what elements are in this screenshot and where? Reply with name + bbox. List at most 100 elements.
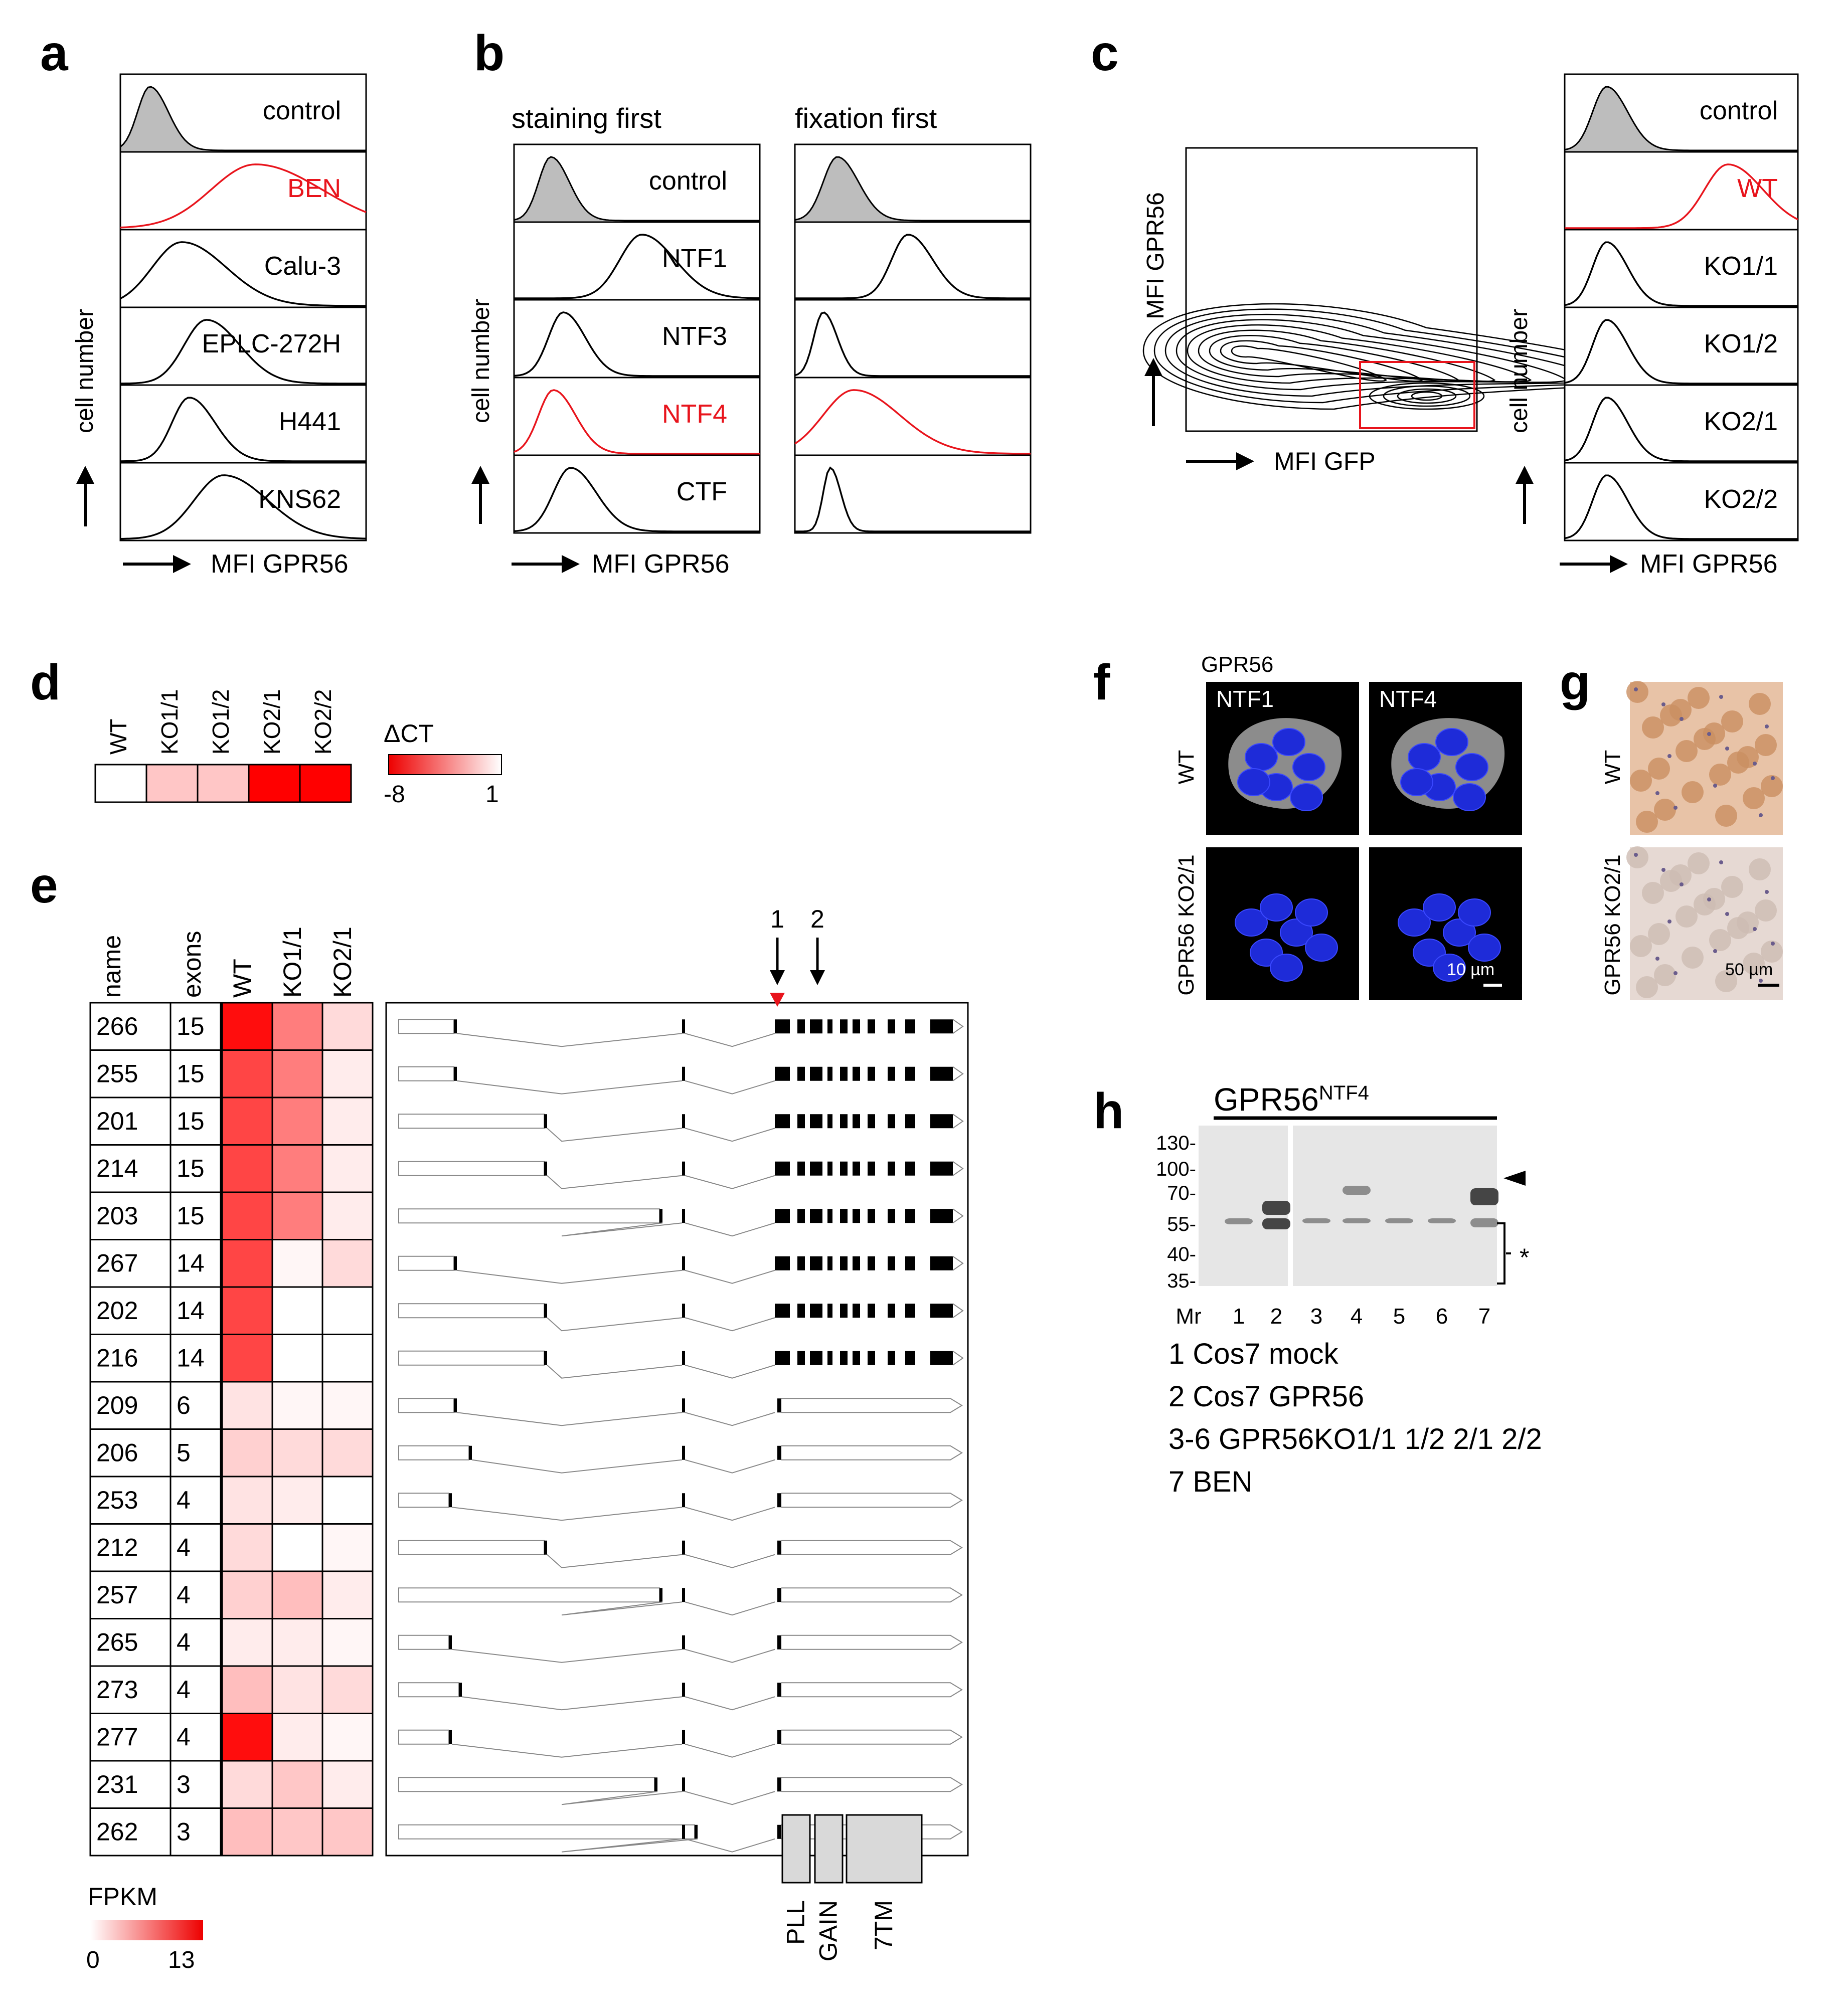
transcript-exon [827, 1351, 832, 1365]
panel-d-cell [248, 764, 301, 803]
panel-e-fpkm-cell [271, 1523, 323, 1572]
panel-e-name-cell [89, 1428, 172, 1478]
transcript-first-exon [398, 1729, 449, 1745]
transcript-exon [682, 1256, 685, 1270]
panel-e-fpkm-cell [221, 1713, 273, 1762]
panel-e-exons: 3 [177, 1770, 191, 1798]
contour-line [1187, 324, 1532, 384]
transcript-intron [685, 1507, 775, 1521]
panel-d-legend-min: -8 [384, 781, 405, 808]
panel-a-hist-series-BEN [120, 163, 367, 229]
panel-h: h GPR56NTF4 130- 100-70- 55- 40- 35- Mr 1 2 3 4 5… [1093, 1081, 1542, 1498]
transcript-first-exon [398, 1303, 545, 1319]
transcript-exon [449, 1730, 452, 1744]
transcript-exon [827, 1019, 832, 1034]
transcript-exon [827, 1066, 832, 1081]
transcript-exon [827, 1209, 832, 1223]
panel-e-fpkm-cell [271, 1334, 323, 1383]
transcript-exon [682, 1493, 685, 1508]
panel-e-fpkm-cell [321, 1002, 374, 1051]
transcript-exon [544, 1304, 547, 1318]
panel-b-fix-hist-series-NTF1 [795, 234, 1031, 299]
panel-e-fpkm-cell [321, 1381, 374, 1430]
panel-e-transcripts: 1 2 PLL GAIN 7TM [385, 905, 969, 1961]
transcript-exon [905, 1161, 915, 1176]
nucleus [1272, 728, 1305, 756]
panel-e-exons-cell [170, 1760, 222, 1809]
ihc-nucleus [1713, 949, 1717, 953]
blot-band [1470, 1218, 1498, 1227]
panel-e-fpkm-cell [271, 1476, 323, 1525]
panel-e-fpkm-cell [271, 1760, 323, 1809]
panel-e-name: 262 [96, 1818, 138, 1846]
transcript-exon [682, 1635, 685, 1650]
transcript-exon [840, 1114, 848, 1129]
panel-e-fpkm-cell [321, 1049, 374, 1098]
transcript-exon [775, 1351, 782, 1365]
transcript-exon [840, 1209, 848, 1223]
mw-marker: 40- [1167, 1243, 1196, 1265]
panel-d-legend-max: 1 [485, 781, 499, 808]
panel-c-hist-label: KO1/1 [1704, 252, 1778, 281]
transcript-exon [868, 1351, 875, 1365]
panel-a-hist-series-Calu-3 [120, 241, 366, 307]
panel-b-fix-hist-frame [794, 377, 1032, 456]
blot-legend-item: 1 Cos7 mock [1168, 1338, 1338, 1370]
transcript-exon [888, 1256, 895, 1270]
ihc-cell [1715, 805, 1737, 827]
transcript-exon [930, 1161, 953, 1176]
panel-e-fpkm-cell [221, 1144, 273, 1193]
transcript-exon [827, 1161, 832, 1176]
transcript-first-exon [398, 1066, 454, 1081]
transcript-exon [797, 1304, 805, 1318]
panel-a: a control BEN Calu-3 EPLC-272H H441 KNS62 cel… [40, 25, 367, 579]
panel-e-legend-bar [90, 1920, 203, 1940]
ihc-cell [1688, 687, 1710, 709]
panel-e-exons-cell [170, 1002, 222, 1051]
panel-e-name-cell [89, 1807, 172, 1857]
transcript-exon [810, 1209, 822, 1223]
transcript-intron [685, 1269, 775, 1284]
transcript-exon [853, 1019, 860, 1034]
ihc-nucleus [1634, 687, 1638, 691]
panel-e-exons: 4 [177, 1723, 191, 1751]
transcript-exon [853, 1066, 860, 1081]
panel-c-histograms: control WT KO1/1 KO1/2 KO2/1 KO2/2 [1564, 73, 1799, 541]
panel-f-row-label-wt: WT [1174, 750, 1199, 784]
panel-e-name: 255 [96, 1060, 138, 1088]
transcript-exon [930, 1066, 953, 1081]
panel-b-x-axis-label: MFI GPR56 [592, 549, 730, 579]
panel-g-scale-label: 50 µm [1725, 960, 1773, 979]
transcript-intron [685, 1743, 775, 1758]
ihc-nucleus [1634, 853, 1638, 857]
transcript-first-exon [398, 1682, 459, 1698]
panel-c-y-axis-label: cell number [1506, 309, 1533, 433]
panel-a-histograms: control BEN Calu-3 EPLC-272H H441 KNS62 [119, 73, 367, 541]
domain-box [846, 1814, 923, 1884]
panel-h-title: GPR56NTF4 [1214, 1081, 1369, 1118]
panel-e-exons: 15 [177, 1060, 205, 1088]
domain-box [814, 1814, 844, 1884]
panel-e-fpkm-cell [271, 1713, 323, 1762]
contour-line [1369, 382, 1485, 410]
panel-a-hist-label: KNS62 [258, 485, 341, 514]
transcript-exon [868, 1304, 875, 1318]
arrow-label: 1 [770, 905, 784, 933]
transcript-intron [685, 1696, 775, 1711]
domain-label: GAIN [814, 1900, 843, 1961]
ihc-nucleus [1725, 747, 1729, 751]
panel-e-fpkm-cell [321, 1239, 374, 1288]
panel-e-fpkm-cell [271, 1049, 323, 1098]
transcript-intron [547, 1175, 683, 1189]
ihc-nucleus [1680, 882, 1684, 886]
transcript-intron [561, 1791, 683, 1805]
transcript-exon [777, 1398, 781, 1413]
panel-e-fpkm-cell [321, 1334, 374, 1383]
panel-e-exons: 3 [177, 1818, 191, 1846]
transcript-exon [810, 1304, 822, 1318]
transcript-utr [781, 1540, 963, 1555]
panel-a-hist-series-EPLC-272H [120, 319, 366, 385]
transcript-exon [827, 1256, 832, 1270]
transcript-exon [682, 1445, 685, 1460]
transcript-exon [777, 1777, 781, 1792]
